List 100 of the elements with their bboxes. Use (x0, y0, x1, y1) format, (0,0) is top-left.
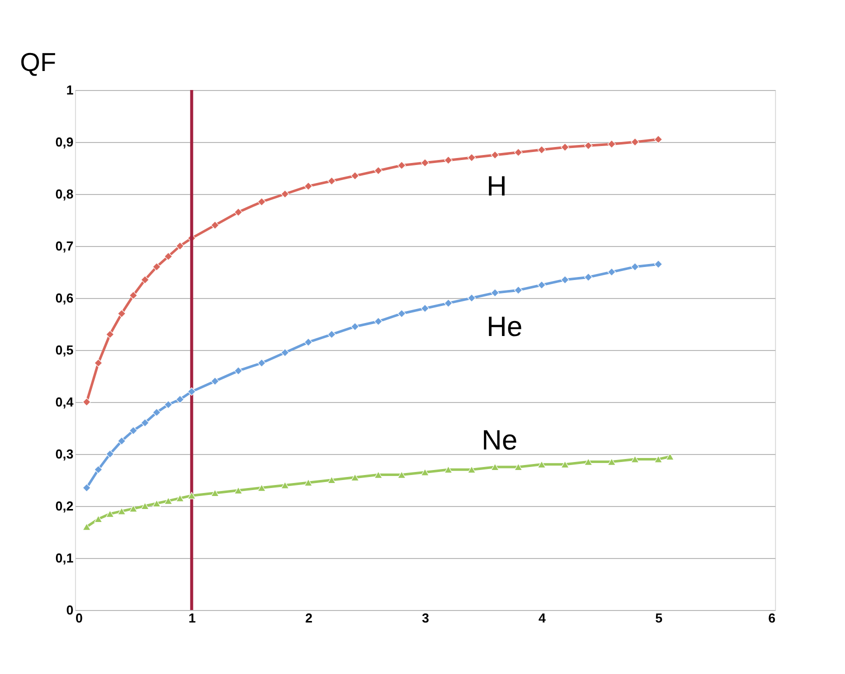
point (630, 262, 640, 271)
point (210, 377, 220, 386)
point (106, 330, 114, 339)
point (654, 456, 663, 463)
point (210, 221, 220, 230)
point (350, 172, 360, 180)
point (444, 156, 453, 164)
point (420, 304, 430, 313)
point (304, 182, 313, 190)
point (654, 260, 663, 268)
point (607, 268, 616, 276)
x-tick-label: 3 (422, 610, 430, 626)
point (374, 317, 383, 326)
x-tick-label: 5 (655, 610, 662, 626)
x-tick-label: 1 (188, 610, 196, 626)
point (129, 504, 138, 512)
point (117, 508, 126, 515)
point (164, 497, 173, 504)
point (490, 150, 500, 160)
point (514, 463, 523, 471)
point (584, 141, 593, 150)
point (82, 484, 91, 492)
point (560, 460, 570, 468)
point (140, 502, 150, 510)
point (397, 161, 406, 170)
point (257, 484, 266, 492)
point (187, 387, 196, 396)
point (82, 398, 91, 406)
point (82, 523, 91, 530)
point (280, 190, 290, 198)
point (560, 143, 570, 152)
point (176, 494, 184, 502)
y-tick-label: 0,1 (55, 550, 74, 566)
point (584, 458, 593, 466)
point (607, 140, 616, 148)
point (374, 471, 383, 478)
point (327, 330, 336, 339)
series-label: He (486, 311, 522, 342)
point (94, 358, 103, 368)
point (140, 418, 150, 427)
point (560, 276, 570, 284)
point (152, 500, 161, 508)
y-tick-label: 0,3 (55, 446, 74, 462)
y-tick-label: 0,2 (55, 498, 74, 514)
point (257, 358, 266, 368)
point (397, 309, 406, 318)
point (420, 468, 430, 476)
point (444, 299, 453, 308)
point (117, 436, 126, 446)
point (537, 460, 546, 468)
x-tick-label: 0 (76, 610, 83, 626)
point (129, 426, 138, 435)
point (106, 450, 114, 458)
point (420, 158, 430, 167)
point (584, 273, 593, 282)
y-tick-label: 0,5 (55, 342, 74, 358)
point (106, 510, 114, 518)
point (234, 486, 243, 494)
x-tick-label: 6 (768, 610, 776, 626)
point (350, 322, 360, 331)
point (234, 208, 243, 216)
y-tick-label: 1 (66, 82, 74, 98)
point (164, 400, 173, 409)
point (187, 492, 196, 500)
point (176, 395, 184, 404)
series-label: Ne (482, 424, 518, 456)
point (444, 466, 453, 474)
point (374, 166, 383, 175)
point (327, 176, 336, 186)
point (467, 466, 476, 474)
point (257, 198, 266, 206)
y-tick-label: 0,6 (55, 290, 74, 306)
point (164, 252, 173, 261)
point (234, 366, 243, 375)
point (397, 471, 406, 478)
point (467, 153, 476, 162)
point (327, 476, 336, 484)
point (490, 288, 500, 297)
x-tick-label: 4 (538, 610, 547, 626)
point (630, 456, 640, 463)
series-label: H (486, 170, 507, 202)
point (152, 262, 161, 271)
point (210, 489, 220, 497)
point (514, 286, 523, 294)
point (607, 458, 616, 466)
point (129, 291, 138, 300)
point (152, 408, 161, 417)
point (630, 138, 640, 146)
point (537, 146, 546, 154)
point (654, 135, 663, 144)
point (350, 474, 360, 482)
point (280, 348, 290, 357)
point (117, 309, 126, 318)
y-tick-label: 0,7 (55, 238, 74, 254)
point (537, 280, 546, 290)
point (94, 515, 103, 523)
point (304, 338, 313, 346)
y-axis-title: QF (20, 47, 56, 77)
point (176, 242, 184, 250)
x-tick-label: 2 (305, 610, 312, 626)
